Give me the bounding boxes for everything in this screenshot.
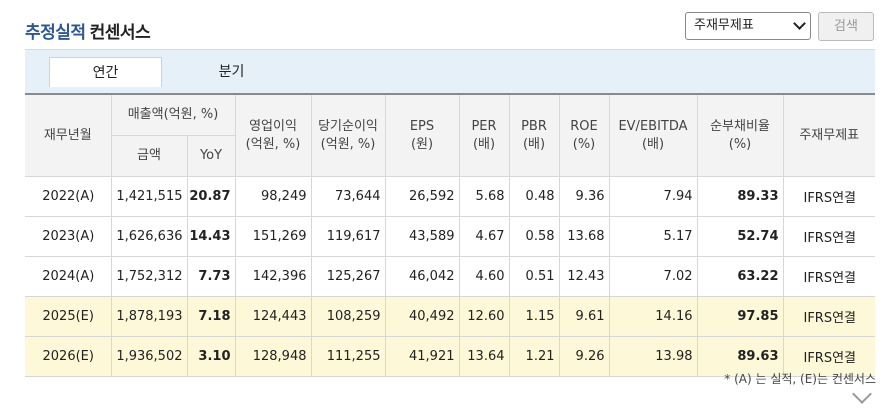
cell-pbr: 0.51 [508,256,560,297]
tab-annual[interactable]: 연간 [49,57,162,87]
cell-yoy: 7.18 [186,296,236,337]
cell-op: 142,396 [234,256,312,297]
cell-per: 13.64 [458,336,510,377]
cell-op: 124,443 [234,296,312,337]
section-title: 추정실적 컨센서스 [25,18,151,43]
cell-yoy: 7.73 [186,256,236,297]
cell-net: 73,644 [310,176,386,217]
cell-debt: 97.85 [696,296,784,337]
search-button[interactable]: 검색 [818,12,874,41]
cell-sales: 1,752,312 [110,256,188,297]
cell-net: 125,267 [310,256,386,297]
cell-sales: 1,421,515 [110,176,188,217]
cell-sales: 1,878,193 [110,296,188,337]
table-row: 2025(E) 1,878,193 7.18 124,443 108,259 40,492… [25,296,875,337]
cell-ev: 7.94 [608,176,698,217]
cell-ev: 13.98 [608,336,698,377]
cell-per: 4.67 [458,216,510,257]
statement-select-value: 주재무제표 [694,18,754,33]
cell-per: 12.60 [458,296,510,337]
cell-stmt: IFRS연결 [782,176,875,217]
cell-per: 5.68 [458,176,510,217]
title-consensus: 컨센서스 [89,23,151,43]
cell-pbr: 1.21 [508,336,560,377]
header-debt-ratio: 순부채비율 (%) [696,93,784,177]
tab-quarterly[interactable]: 분기 [218,64,245,80]
cell-stmt: IFRS연결 [782,296,875,337]
cell-per: 4.60 [458,256,510,297]
cell-debt: 63.22 [696,256,784,297]
cell-eps: 26,592 [384,176,460,217]
cell-stmt: IFRS연결 [782,336,875,377]
cell-pbr: 1.15 [508,296,560,337]
cell-eps: 40,492 [384,296,460,337]
cell-sales: 1,936,502 [110,336,188,377]
period-tab-bar: 연간 분기 [25,49,875,93]
cell-ev: 5.17 [608,216,698,257]
chevron-down-icon [793,17,806,30]
cell-debt: 89.63 [696,336,784,377]
cell-period: 2024(A) [25,256,112,297]
cell-stmt: IFRS연결 [782,216,875,257]
cell-pbr: 0.48 [508,176,560,217]
header-roe: ROE (%) [558,93,610,177]
cell-period: 2026(E) [25,336,112,377]
header-sales-amount: 금액 [111,135,188,177]
cell-stmt: IFRS연결 [782,256,875,297]
footnote: * (A) 는 실적, (E)는 컨센서스 [724,372,876,386]
cell-roe: 12.43 [558,256,610,297]
header-eps: EPS (원) [384,93,460,177]
cell-sales: 1,626,636 [110,216,188,257]
cell-roe: 9.26 [558,336,610,377]
cell-debt: 52.74 [696,216,784,257]
cell-eps: 41,921 [384,336,460,377]
header-ev-ebitda: EV/EBITDA (배) [608,93,698,177]
cell-roe: 9.61 [558,296,610,337]
cell-yoy: 14.43 [186,216,236,257]
cell-net: 111,255 [310,336,386,377]
expand-chevron-icon[interactable] [852,384,872,404]
cell-debt: 89.33 [696,176,784,217]
table-row: 2026(E) 1,936,502 3.10 128,948 111,255 41,921… [25,336,875,377]
cell-ev: 14.16 [608,296,698,337]
cell-period: 2025(E) [25,296,112,337]
header-sales-yoy: YoY [186,135,235,177]
cell-yoy: 20.87 [186,176,236,217]
cell-op: 151,269 [234,216,312,257]
consensus-table: 재무년월 매출액(억원, %) 영업이익 (억원, %) 당기순이익 (억원, %)… [25,93,875,377]
title-estimate: 추정실적 [25,23,86,43]
cell-op: 98,249 [234,176,312,217]
header-statement: 주재무제표 [782,93,875,177]
statement-select[interactable]: 주재무제표 [685,12,811,40]
header-per: PER (배) [458,93,510,177]
header-net-income: 당기순이익 (억원, %) [310,93,386,177]
table-row: 2023(A) 1,626,636 14.43 151,269 119,617 43,58… [25,216,875,257]
header-period: 재무년월 [25,93,112,177]
cell-pbr: 0.58 [508,216,560,257]
cell-roe: 13.68 [558,216,610,257]
cell-eps: 46,042 [384,256,460,297]
cell-net: 108,259 [310,296,386,337]
cell-eps: 43,589 [384,216,460,257]
table-row: 2024(A) 1,752,312 7.73 142,396 125,267 46,042… [25,256,875,297]
header-sales: 매출액(억원, %) [110,93,236,136]
cell-yoy: 3.10 [186,336,236,377]
table-row: 2022(A) 1,421,515 20.87 98,249 73,644 26,592 5… [25,176,875,217]
cell-roe: 9.36 [558,176,610,217]
cell-net: 119,617 [310,216,386,257]
cell-ev: 7.02 [608,256,698,297]
cell-period: 2023(A) [25,216,112,257]
cell-op: 128,948 [234,336,312,377]
header-op-income: 영업이익 (억원, %) [234,93,312,177]
header-pbr: PBR (배) [508,93,560,177]
cell-period: 2022(A) [25,176,112,217]
